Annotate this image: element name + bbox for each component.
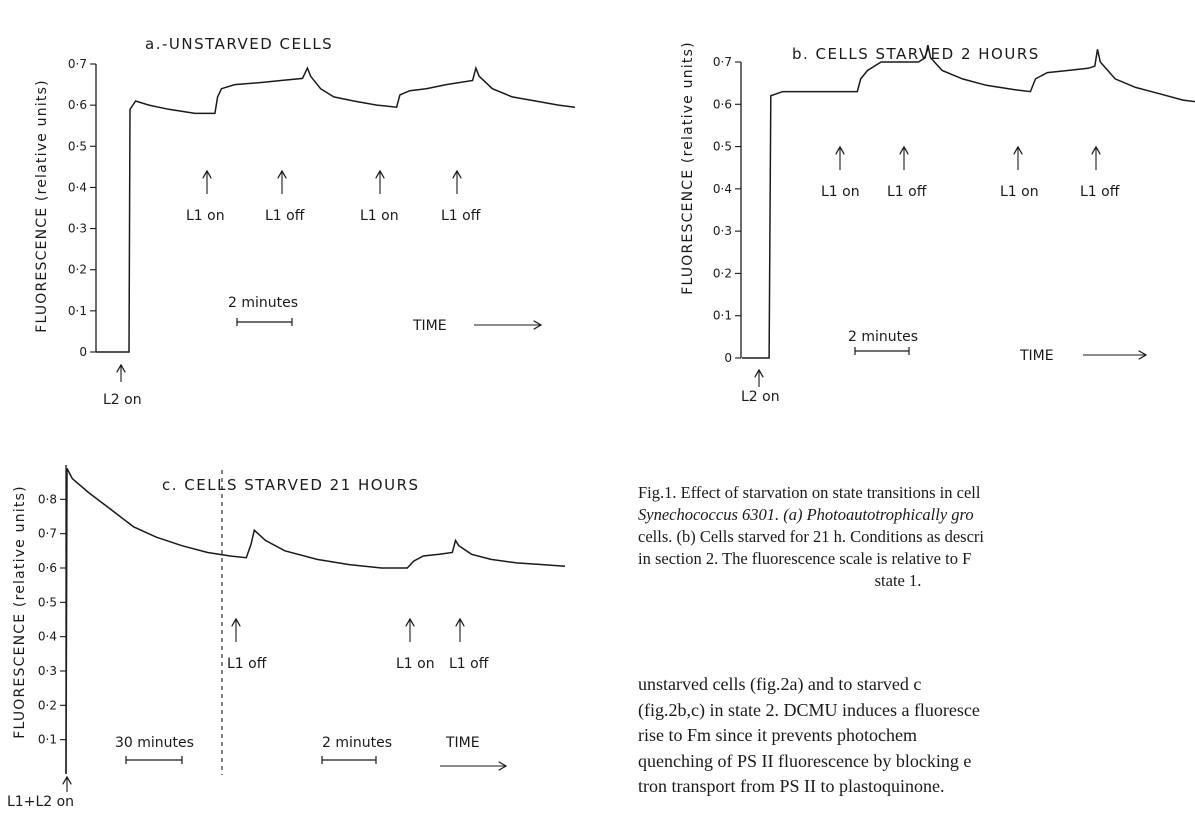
annotation-label: L1 off <box>887 184 927 200</box>
panel-a-marker-l2on: L2 on <box>103 366 142 408</box>
panel-c-marker-l1off-2: L1 off <box>449 620 489 672</box>
y-tick-label: 0·2 <box>68 263 87 277</box>
panel-c-scale-bar-30min <box>125 756 183 764</box>
annotation-label: L1 off <box>441 208 481 224</box>
panel-a-title: a.-UNSTARVED CELLS <box>145 35 333 53</box>
panel-a-trace <box>96 65 576 353</box>
caption-line: cells. (b) Cells starved for 21 h. Condi… <box>638 527 984 546</box>
annotation-label: L2 on <box>103 392 142 408</box>
y-tick-label: 0·1 <box>38 733 57 747</box>
panel-c-marker-l1off-1: L1 off <box>227 620 267 672</box>
panel-b-marker-l2on: L2 on <box>741 371 780 405</box>
y-tick-label: 0·7 <box>713 55 732 69</box>
caption-line: Synechococcus 6301. (a) Photoautotrophic… <box>638 505 974 524</box>
panel-c-scale-label-30min: 30 minutes <box>115 735 194 751</box>
y-tick-label: 0·3 <box>38 664 57 678</box>
caption-line: state 1. <box>874 571 922 590</box>
y-tick-label: 0·2 <box>713 266 732 280</box>
annotation-label: L1 off <box>227 656 267 672</box>
panel-b-y-ticks: 0 0·1 0·2 0·3 0·4 0·5 0·6 0·7 <box>713 55 741 365</box>
y-tick-label: 0·4 <box>68 180 87 194</box>
annotation-label: L1+L2 on <box>7 794 74 810</box>
panel-b-scale-label: 2 minutes <box>848 329 918 345</box>
panel-b: b. CELLS STARVED 2 HOURS FLUORESCENCE (r… <box>680 41 1195 405</box>
y-tick-label: 0 <box>724 351 732 365</box>
panel-c-marker-l1on: L1 on <box>396 620 435 672</box>
body-line: quenching of PS II fluorescence by block… <box>638 750 972 771</box>
panel-b-marker-l1on-2: L1 on <box>1000 148 1039 200</box>
annotation-label: L1 on <box>186 208 225 224</box>
y-tick-label: 0·5 <box>713 140 732 154</box>
panel-b-title: b. CELLS STARVED 2 HOURS <box>792 45 1040 63</box>
annotation-label: L1 on <box>821 184 860 200</box>
y-tick-label: 0·5 <box>38 595 57 609</box>
panel-b-scale-bar <box>854 347 910 355</box>
body-line: tron transport from PS II to plastoquino… <box>638 776 945 796</box>
panel-a-ylabel: FLUORESCENCE (relative units) <box>34 79 50 332</box>
panel-a-y-ticks: 0 0·1 0·2 0·3 0·4 0·5 0·6 0·7 <box>68 57 96 359</box>
y-tick-label: 0·4 <box>713 182 732 196</box>
panel-b-marker-l1off-2: L1 off <box>1080 148 1120 200</box>
panel-b-time-label: TIME <box>1019 348 1054 364</box>
panel-b-marker-l1off-1: L1 off <box>887 148 927 200</box>
caption-line: Fig.1. Effect of starvation on state tra… <box>638 483 981 502</box>
panel-b-trace <box>742 44 1195 359</box>
panel-c-trace <box>65 468 566 775</box>
panel-c: c. CELLS STARVED 21 HOURS FLUORESCENCE (… <box>7 465 566 810</box>
y-tick-label: 0·1 <box>713 309 732 323</box>
annotation-label: L1 on <box>1000 184 1039 200</box>
panel-b-marker-l1on-1: L1 on <box>821 148 860 200</box>
panel-a-time-label: TIME <box>412 318 447 334</box>
y-tick-label: 0·2 <box>38 698 57 712</box>
y-tick-label: 0·6 <box>68 98 87 112</box>
annotation-label: L1 off <box>449 656 489 672</box>
y-tick-label: 0·4 <box>38 630 57 644</box>
panel-a-marker-l1on-1: L1 on <box>186 172 225 224</box>
annotation-label: L1 on <box>360 208 399 224</box>
panel-c-marker-l1l2on: L1+L2 on <box>7 778 74 810</box>
annotation-label: L1 off <box>1080 184 1120 200</box>
y-tick-label: 0·7 <box>68 57 87 71</box>
y-tick-label: 0 <box>79 345 87 359</box>
panel-c-title: c. CELLS STARVED 21 HOURS <box>162 476 420 494</box>
y-tick-label: 0·7 <box>38 527 57 541</box>
annotation-label: L2 on <box>741 389 780 405</box>
panel-a-scale-label: 2 minutes <box>228 295 298 311</box>
y-tick-label: 0·5 <box>68 139 87 153</box>
body-paragraph: unstarved cells (fig.2a) and to starved … <box>638 672 1195 800</box>
panel-c-y-ticks: 0·1 0·2 0·3 0·4 0·5 0·6 0·7 0·8 <box>38 492 66 747</box>
body-line: rise to Fm since it prevents photochem <box>638 725 917 745</box>
y-tick-label: 0·8 <box>38 492 57 506</box>
y-tick-label: 0·1 <box>68 304 87 318</box>
annotation-label: L1 on <box>396 656 435 672</box>
panel-a-marker-l1off-1: L1 off <box>265 172 305 224</box>
panel-c-scale-bar-2min <box>321 756 377 764</box>
panel-a-scale-bar <box>236 318 293 326</box>
figure-caption: Fig.1. Effect of starvation on state tra… <box>638 482 1195 592</box>
y-tick-label: 0·3 <box>713 224 732 238</box>
y-tick-label: 0·6 <box>713 97 732 111</box>
body-line: unstarved cells (fig.2a) and to starved … <box>638 674 922 694</box>
panel-b-ylabel: FLUORESCENCE (relative units) <box>680 41 696 294</box>
body-line: (fig.2b,c) in state 2. DCMU induces a fl… <box>638 699 980 720</box>
panel-a: a.-UNSTARVED CELLS FLUORESCENCE (relativ… <box>34 35 576 408</box>
caption-line: in section 2. The fluorescence scale is … <box>638 549 972 568</box>
panel-c-ylabel: FLUORESCENCE (relative units) <box>12 485 28 738</box>
panel-a-marker-l1on-2: L1 on <box>360 172 399 224</box>
y-tick-label: 0·3 <box>68 222 87 236</box>
panel-a-marker-l1off-2: L1 off <box>441 172 481 224</box>
y-tick-label: 0·6 <box>38 561 57 575</box>
panel-c-scale-label-2min: 2 minutes <box>322 735 392 751</box>
annotation-label: L1 off <box>265 208 305 224</box>
panel-c-time-label: TIME <box>445 735 480 751</box>
